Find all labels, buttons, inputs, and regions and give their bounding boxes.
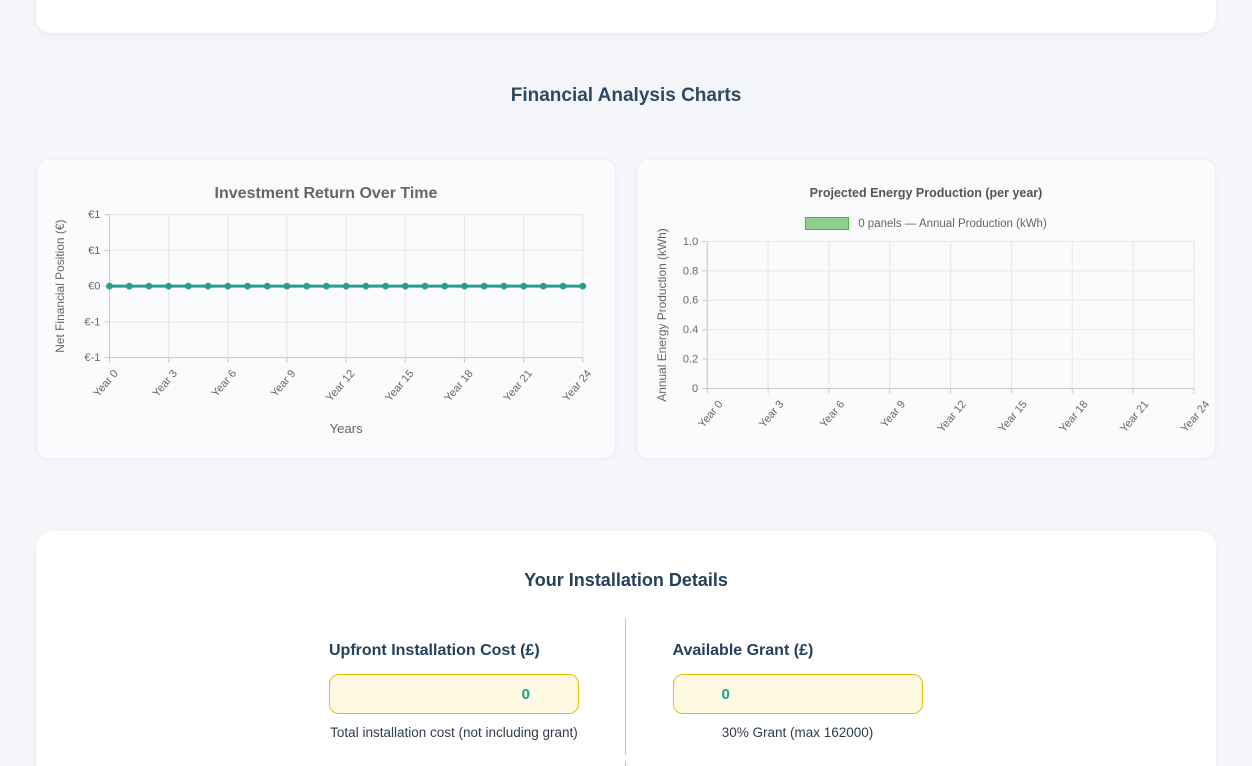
data-point bbox=[559, 282, 567, 290]
data-point bbox=[283, 282, 291, 290]
y-tick-label: 0.8 bbox=[683, 265, 698, 277]
y-tick-label: €1 bbox=[88, 209, 100, 221]
x-tick-label: Year 0 bbox=[696, 399, 725, 431]
investment-chart-title: Investment Return Over Time bbox=[214, 185, 438, 202]
data-point bbox=[362, 282, 370, 290]
data-point bbox=[461, 282, 468, 290]
y-axis-title: Annual Energy Production (kWh) bbox=[655, 228, 669, 401]
installation-details-title: Your Installation Details bbox=[524, 570, 728, 590]
x-tick-label: Year 12 bbox=[324, 368, 358, 404]
x-tick-label: Year 6 bbox=[210, 368, 240, 400]
data-point bbox=[303, 282, 311, 290]
energy-production-svg: 1.0 0.8 0.6 0.4 0.2 0 Year 0 Year 3 Year 6 Year 9… bbox=[655, 228, 1212, 435]
data-point bbox=[204, 282, 212, 290]
data-point bbox=[441, 282, 449, 290]
y-tick-label: 0 bbox=[692, 383, 698, 395]
y-axis-title: Net Financial Position (€) bbox=[53, 220, 67, 353]
upfront-cost-cell: Upfront Installation Cost (£) Total inst… bbox=[283, 618, 626, 755]
installation-details-card: Your Installation Details Upfront Instal… bbox=[36, 531, 1216, 766]
x-tick-label: Year 24 bbox=[561, 368, 595, 404]
available-grant-cell: Available Grant (£) 30% Grant (max 16200… bbox=[626, 618, 969, 755]
data-point bbox=[382, 282, 390, 290]
data-point bbox=[539, 282, 547, 290]
x-tick-label: Year 3 bbox=[150, 368, 180, 400]
x-tick-label: Year 12 bbox=[936, 399, 969, 435]
x-tick-label: Year 21 bbox=[1118, 399, 1151, 435]
data-point bbox=[421, 282, 429, 290]
data-point bbox=[263, 282, 271, 290]
upfront-cost-caption: Total installation cost (not including g… bbox=[330, 725, 578, 740]
data-point bbox=[322, 282, 330, 290]
x-tick-label: Year 9 bbox=[879, 399, 908, 431]
data-point bbox=[184, 282, 192, 290]
x-tick-label: Year 9 bbox=[269, 368, 299, 400]
data-point bbox=[145, 282, 153, 290]
available-grant-input[interactable] bbox=[672, 674, 923, 714]
data-point bbox=[165, 282, 173, 290]
y-tick-label: €-1 bbox=[84, 316, 100, 328]
y-tick-label: 1.0 bbox=[683, 236, 698, 248]
y-tick-label: 0.6 bbox=[683, 295, 698, 307]
charts-row: €1 €1 €0 €-1 €-1 Year 0 Year 3 Year 6 Year 9 Year… bbox=[36, 159, 1216, 459]
x-tick-label: Year 0 bbox=[91, 368, 121, 400]
data-point bbox=[401, 282, 409, 290]
x-tick-label: Year 6 bbox=[818, 399, 847, 431]
available-grant-label: Available Grant (£) bbox=[672, 642, 814, 659]
legend-swatch bbox=[805, 217, 850, 230]
energy-production-chart-card: 1.0 0.8 0.6 0.4 0.2 0 Year 0 Year 3 Year 6 Year 9… bbox=[636, 159, 1216, 459]
upfront-cost-input[interactable] bbox=[329, 674, 579, 714]
data-point bbox=[106, 282, 113, 290]
data-point bbox=[244, 282, 251, 290]
data-point bbox=[520, 282, 528, 290]
installation-details-grid: Upfront Installation Cost (£) Total inst… bbox=[36, 618, 1216, 766]
next-row-right-cell bbox=[626, 761, 969, 766]
y-tick-label: €-1 bbox=[84, 352, 100, 364]
data-point bbox=[480, 282, 488, 290]
investment-return-svg: €1 €1 €0 €-1 €-1 Year 0 Year 3 Year 6 Year 9 Year… bbox=[53, 209, 595, 436]
x-tick-label: Year 18 bbox=[1057, 399, 1090, 435]
x-tick-label: Year 24 bbox=[1179, 399, 1212, 435]
investment-return-chart-card: €1 €1 €0 €-1 €-1 Year 0 Year 3 Year 6 Year 9 Year… bbox=[36, 159, 616, 459]
upfront-cost-label: Upfront Installation Cost (£) bbox=[329, 642, 540, 659]
energy-production-chart: 1.0 0.8 0.6 0.4 0.2 0 Year 0 Year 3 Year 6 Year 9… bbox=[637, 160, 1215, 458]
x-tick-label: Year 21 bbox=[501, 368, 535, 404]
next-row-left-cell bbox=[283, 761, 626, 766]
investment-return-chart: €1 €1 €0 €-1 €-1 Year 0 Year 3 Year 6 Year 9 Year… bbox=[37, 160, 615, 458]
x-tick-label: Year 18 bbox=[442, 368, 476, 404]
x-tick-label: Year 15 bbox=[996, 399, 1029, 435]
x-axis-title: Years bbox=[330, 421, 363, 436]
y-tick-label: 0.4 bbox=[683, 324, 698, 336]
data-point bbox=[579, 282, 587, 290]
y-tick-label: €0 bbox=[88, 281, 100, 293]
available-grant-caption: 30% Grant (max 162000) bbox=[721, 725, 874, 740]
data-point bbox=[500, 282, 508, 290]
data-point bbox=[224, 282, 232, 290]
data-point bbox=[125, 282, 133, 290]
production-chart-legend: 0 panels — Annual Production (kWh) bbox=[637, 217, 1215, 230]
page-title: Financial Analysis Charts bbox=[510, 85, 742, 106]
previous-section-card bbox=[36, 0, 1216, 33]
x-tick-label: Year 3 bbox=[757, 399, 786, 431]
y-tick-label: 0.2 bbox=[683, 354, 698, 366]
production-chart-title: Projected Energy Production (per year) bbox=[809, 186, 1043, 200]
x-tick-label: Year 15 bbox=[383, 368, 417, 404]
y-tick-label: €1 bbox=[88, 245, 100, 257]
legend-label: 0 panels — Annual Production (kWh) bbox=[858, 217, 1047, 230]
data-point bbox=[342, 282, 350, 290]
